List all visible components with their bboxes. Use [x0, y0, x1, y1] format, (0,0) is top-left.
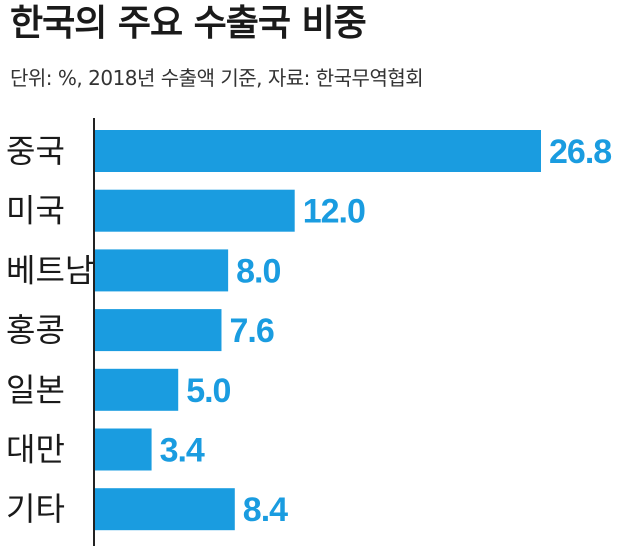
bar [95, 130, 541, 172]
category-label: 홍콩 [6, 311, 65, 349]
value-label: 8.0 [236, 252, 280, 290]
chart-subtitle: 단위: %, 2018년 수출액 기준, 자료: 한국무역협회 [10, 66, 424, 90]
category-label: 기타 [6, 490, 65, 528]
bars-layer: 중국 26.8 미국 12.0 베트남 8.0 홍콩 7.6 일본 5.0 대만 3.4 기타 8.4 [6, 130, 612, 531]
bar [95, 309, 222, 352]
bar [95, 249, 229, 292]
chart-title: 한국의 주요 수출국 비중 [10, 3, 367, 44]
value-label: 7.6 [229, 312, 273, 350]
bar [95, 189, 295, 232]
category-label: 미국 [6, 192, 65, 230]
bar [95, 428, 152, 471]
category-label: 대만 [6, 431, 65, 469]
category-label: 일본 [6, 371, 65, 409]
value-label: 3.4 [160, 432, 205, 470]
value-label: 8.4 [243, 491, 288, 529]
category-label: 베트남 [6, 251, 94, 289]
category-label: 중국 [6, 132, 65, 170]
bar [95, 368, 179, 411]
value-label: 12.0 [303, 193, 365, 231]
value-label: 26.8 [549, 133, 611, 171]
value-label: 5.0 [186, 372, 230, 410]
bar [95, 488, 235, 531]
